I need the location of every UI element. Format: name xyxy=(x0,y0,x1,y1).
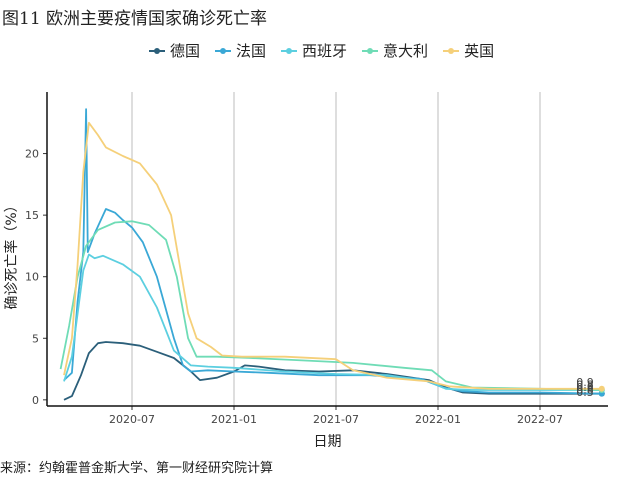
legend-key xyxy=(443,47,460,54)
legend-key xyxy=(281,47,298,54)
series-line xyxy=(63,108,602,395)
x-axis-label: 日期 xyxy=(314,434,342,450)
legend-label: 德国 xyxy=(170,42,201,60)
legend-label: 英国 xyxy=(464,42,495,60)
legend-item: 德国 xyxy=(148,40,200,61)
legend-key xyxy=(149,47,165,54)
x-tick-label: 2022-07 xyxy=(517,413,563,426)
y-tick-label: 5 xyxy=(32,332,39,345)
legend-label: 意大利 xyxy=(383,42,429,60)
end-value-label: 0.8 xyxy=(576,378,594,391)
chart-title: 图11 欧洲主要疫情国家确诊死亡率 xyxy=(2,9,268,29)
y-tick-label: 0 xyxy=(32,394,39,407)
legend-item: 意大利 xyxy=(361,40,428,61)
end-value-label: 0.5 xyxy=(576,386,594,399)
legend-label: 西班牙 xyxy=(302,42,348,60)
legend-key xyxy=(362,47,379,54)
x-tick-label: 2022-01 xyxy=(415,413,461,426)
legend-item: 英国 xyxy=(442,40,494,61)
x-tick-label: 2021-01 xyxy=(211,413,257,426)
series-line xyxy=(63,121,602,390)
y-tick-label: 10 xyxy=(25,271,39,284)
y-tick-label: 20 xyxy=(25,148,39,161)
legend-item: 法国 xyxy=(214,40,266,61)
series-line xyxy=(59,220,602,391)
legend-item: 西班牙 xyxy=(280,40,347,61)
source-note: 来源：约翰霍普金斯大学、第一财经研究院计算 xyxy=(0,461,274,476)
end-value-label: 0.9 xyxy=(576,376,594,389)
series-line xyxy=(63,253,602,391)
y-axis-label: 确诊死亡率（%） xyxy=(3,198,20,309)
series-line xyxy=(63,341,602,401)
legend-key xyxy=(215,47,232,54)
end-value-label: 0.8 xyxy=(576,383,594,396)
series-end-point xyxy=(598,385,605,392)
x-tick-label: 2021-07 xyxy=(313,413,359,426)
end-value-label: 0.8 xyxy=(576,381,594,394)
y-tick-label: 15 xyxy=(25,209,39,222)
legend-label: 法国 xyxy=(236,42,267,60)
x-tick-label: 2020-07 xyxy=(109,413,155,426)
legend: 德国 法国 西班牙 意大利 英国 xyxy=(148,40,494,61)
